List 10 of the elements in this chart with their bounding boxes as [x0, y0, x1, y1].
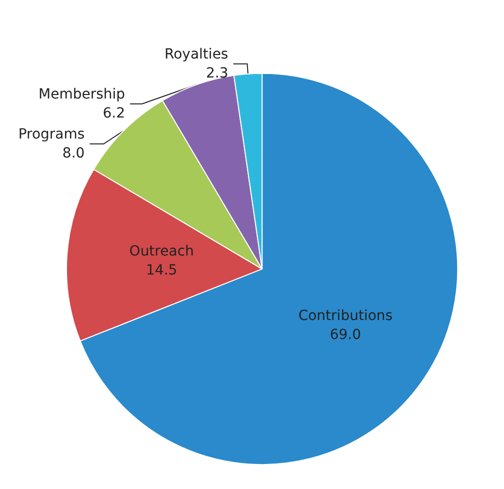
data-label: 6.2 [102, 105, 126, 122]
slice-label: Programs [18, 126, 85, 142]
slice-label: Contributions [298, 308, 393, 324]
slice-label: Royalties [164, 46, 228, 62]
data-label: 14.5 [146, 262, 178, 279]
slice-label: Outreach [129, 244, 194, 260]
slice-label: Membership [38, 86, 126, 102]
data-label: 2.3 [206, 65, 228, 82]
data-label: 8.0 [62, 145, 85, 162]
data-label: 69.0 [330, 327, 362, 344]
